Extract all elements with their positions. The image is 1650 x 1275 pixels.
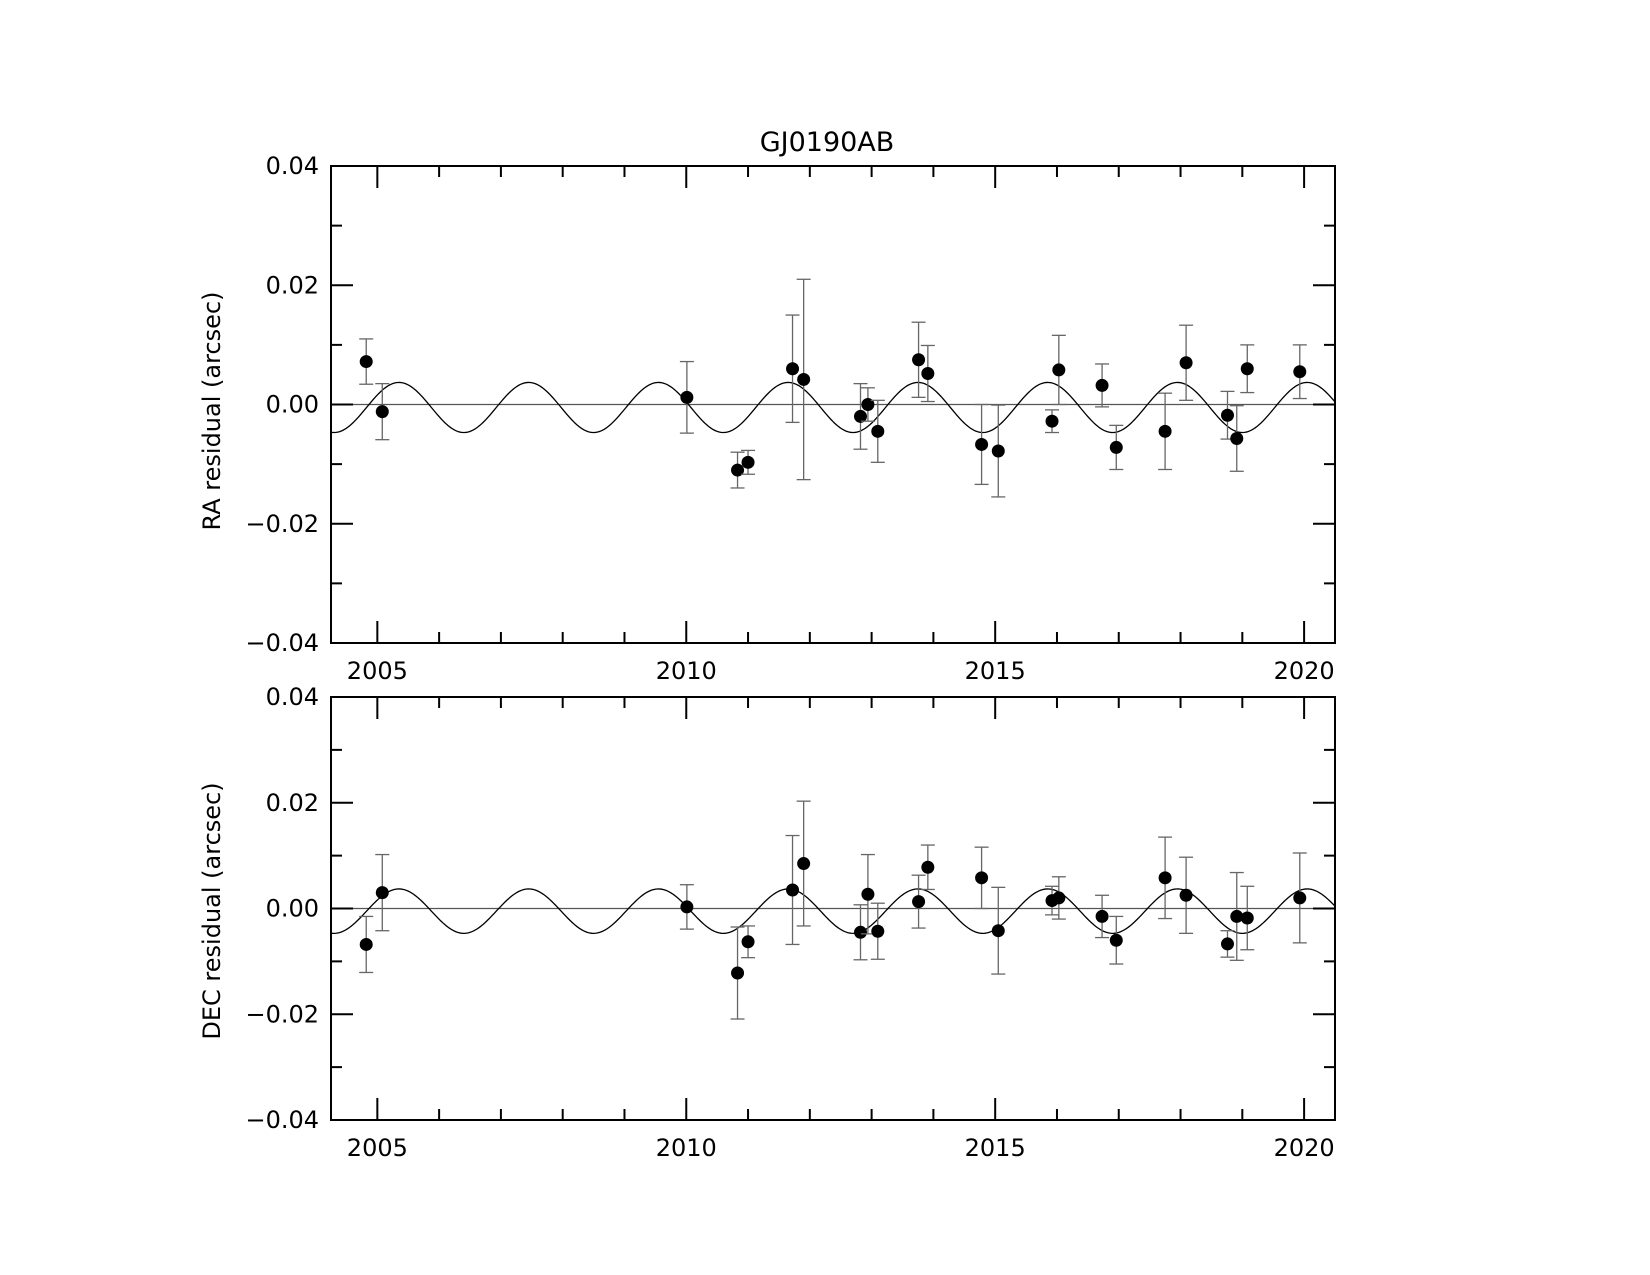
ra-data-point xyxy=(1109,440,1123,454)
ra-data-point xyxy=(921,366,935,380)
ra-ylabel: RA residual (arcsec) xyxy=(198,292,226,531)
dec-data-point xyxy=(741,935,755,949)
dec-data-point xyxy=(1230,909,1244,923)
ra-data-point xyxy=(375,405,389,419)
dec-x-tick-label: 2015 xyxy=(965,1134,1026,1162)
dec-data-point xyxy=(991,924,1005,938)
dec-data-point xyxy=(871,924,885,938)
dec-x-tick-label: 2020 xyxy=(1274,1134,1335,1162)
ra-y-tick-label: 0.04 xyxy=(266,152,319,180)
ra-data-point xyxy=(731,463,745,477)
ra-data-point xyxy=(1045,414,1059,428)
ra-data-point xyxy=(1220,408,1234,422)
ra-data-point xyxy=(871,424,885,438)
ra-data-point xyxy=(680,390,694,404)
ra-data-point xyxy=(1158,424,1172,438)
ra-data-point xyxy=(1293,365,1307,379)
dec-data-point xyxy=(1179,888,1193,902)
dec-data-point xyxy=(912,895,926,909)
ra-data-point xyxy=(1095,378,1109,392)
dec-data-point xyxy=(359,937,373,951)
dec-data-point xyxy=(375,886,389,900)
dec-model-curve xyxy=(330,888,1336,935)
ra-model-curve xyxy=(330,381,1336,434)
chart-title: GJ0190AB xyxy=(760,127,895,158)
dec-data-point xyxy=(1240,911,1254,925)
dec-data-point xyxy=(1109,933,1123,947)
dec-y-tick-label: −0.04 xyxy=(245,1106,319,1134)
ra-data-point xyxy=(1240,362,1254,376)
dec-data-point xyxy=(1052,891,1066,905)
ra-data-point xyxy=(1230,431,1244,445)
ra-data-point xyxy=(786,362,800,376)
dec-data-point xyxy=(797,857,811,871)
ra-data-point xyxy=(1179,356,1193,370)
ra-y-tick-label: 0.00 xyxy=(266,391,319,419)
dec-data-point xyxy=(680,900,694,914)
ra-residual-panel: RA residual (arcsec) −0.04 −0.02 0.00 0.02 0… xyxy=(198,152,1336,685)
ra-data-point xyxy=(975,437,989,451)
ra-data-point xyxy=(741,455,755,469)
dec-data-point xyxy=(786,883,800,897)
ra-y-tick-label: 0.02 xyxy=(266,271,319,299)
ra-x-tick-label: 2005 xyxy=(347,657,408,685)
dec-x-tick-label: 2005 xyxy=(347,1134,408,1162)
dec-data-point xyxy=(1293,891,1307,905)
dec-y-tick-label: 0.00 xyxy=(266,895,319,923)
ra-x-tick-label: 2020 xyxy=(1274,657,1335,685)
dec-data-point xyxy=(861,887,875,901)
dec-y-tick-label: 0.04 xyxy=(266,683,319,711)
ra-x-tick-label: 2015 xyxy=(965,657,1026,685)
ra-data-point xyxy=(1052,363,1066,377)
ra-data-point xyxy=(359,355,373,369)
dec-x-tick-label: 2010 xyxy=(656,1134,717,1162)
ra-y-tick-label: −0.02 xyxy=(245,510,319,538)
dec-data-point xyxy=(853,925,867,939)
dec-data-point xyxy=(921,860,935,874)
ra-data-point xyxy=(861,398,875,411)
ra-data-point xyxy=(991,444,1005,458)
dec-data-point xyxy=(1158,871,1172,885)
ra-data-point xyxy=(797,372,811,386)
dec-data-point xyxy=(975,871,989,885)
dec-y-tick-label: 0.02 xyxy=(266,789,319,817)
ra-y-tick-label: −0.04 xyxy=(245,629,319,657)
dec-data-point xyxy=(731,966,745,980)
dec-residual-panel: DEC residual (arcsec) −0.04 −0.02 0.00 0.02… xyxy=(198,683,1336,1162)
dec-data-point xyxy=(1220,937,1234,951)
ra-data-point xyxy=(853,409,867,423)
ra-data-point xyxy=(912,353,926,367)
dec-ylabel: DEC residual (arcsec) xyxy=(198,782,226,1039)
dec-data-point xyxy=(1095,909,1109,923)
dec-y-tick-label: −0.02 xyxy=(245,1000,319,1028)
ra-x-tick-label: 2010 xyxy=(656,657,717,685)
